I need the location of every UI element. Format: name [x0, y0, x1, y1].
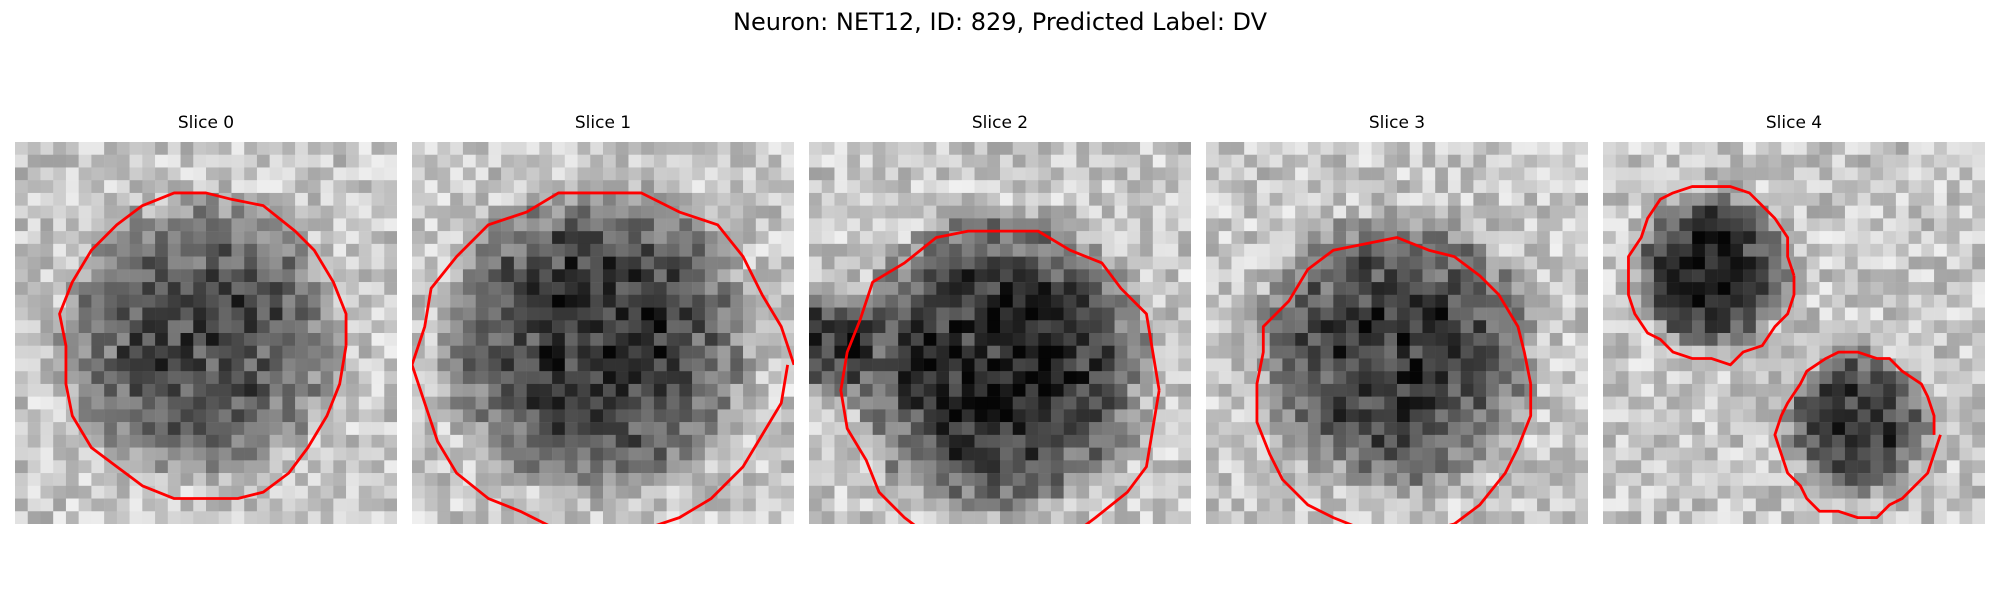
slice-image [1603, 142, 1985, 524]
figure-title: Neuron: NET12, ID: 829, Predicted Label:… [732, 8, 1268, 36]
segmentation-contour [1255, 236, 1533, 524]
slice-panel-4: Slice 4 [1603, 112, 1985, 524]
slice-title: Slice 1 [574, 113, 632, 133]
slice-title: Slice 2 [971, 113, 1029, 133]
slice-title: Slice 0 [177, 113, 235, 133]
slice-title: Slice 4 [1765, 113, 1823, 133]
slice-image [1206, 142, 1588, 524]
slice-image [412, 142, 794, 524]
segmentation-contour [58, 191, 348, 500]
slice-panel-0: Slice 0 [15, 112, 397, 524]
segmentation-contour [412, 191, 794, 524]
slice-title: Slice 3 [1368, 113, 1426, 133]
slice-panel-1: Slice 1 [412, 112, 794, 524]
slice-image [15, 142, 397, 524]
slice-panel-2: Slice 2 [809, 112, 1191, 524]
segmentation-contour [839, 229, 1161, 524]
slice-image [809, 142, 1191, 524]
segmentation-contour [1627, 185, 1796, 367]
slice-panel-3: Slice 3 [1206, 112, 1588, 524]
segmentation-contour [1773, 350, 1942, 520]
